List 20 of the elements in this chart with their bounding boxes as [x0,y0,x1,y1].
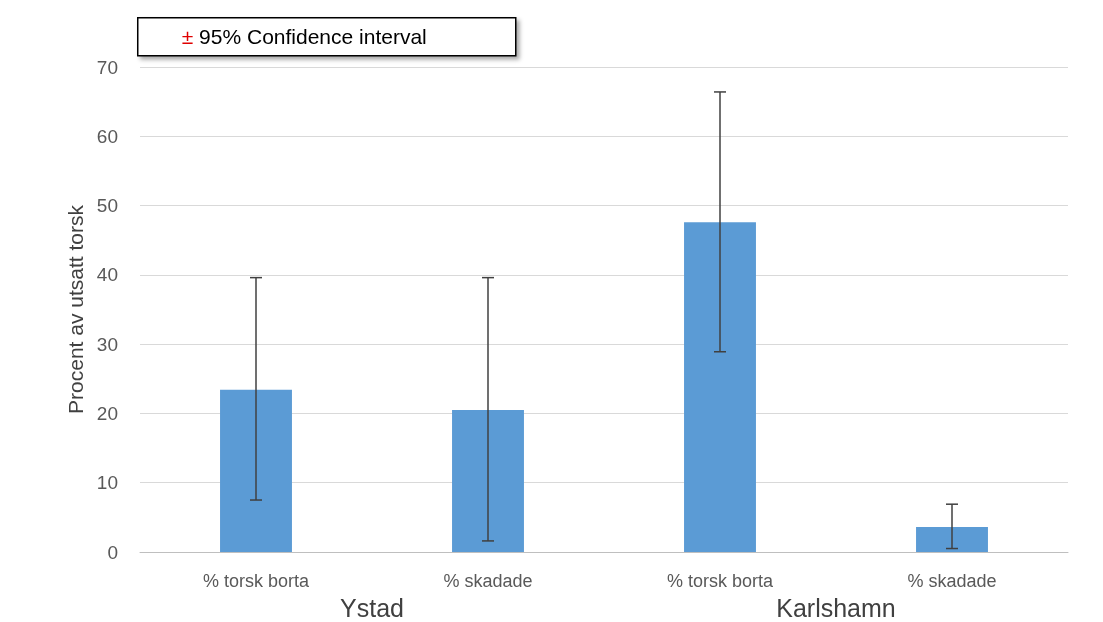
y-tick-label: 40 [96,264,118,286]
y-tick-label: 20 [96,402,118,424]
y-tick-label: 70 [96,56,118,78]
y-tick-label: 10 [96,472,118,494]
x-tick-label: % skadade [443,571,533,591]
text: Ystad [340,594,404,622]
text: ± 95% Confidence interval [181,25,427,49]
x-tick-label: % skadade [907,571,997,591]
y-tick-label: 30 [96,333,118,355]
x-tick-label: % torsk borta [202,571,311,591]
y-tick-label: 60 [96,125,118,147]
y-tick-label: 50 [96,195,118,217]
x-tick-label: % torsk borta [666,571,775,591]
bar [916,527,988,552]
y-axis-title: Procent av utsatt torsk [63,204,87,414]
y-tick-label: 0 [107,541,118,563]
text: Karlshamn [776,594,896,622]
bar [452,409,524,552]
bar [684,222,756,552]
bar [220,389,292,552]
